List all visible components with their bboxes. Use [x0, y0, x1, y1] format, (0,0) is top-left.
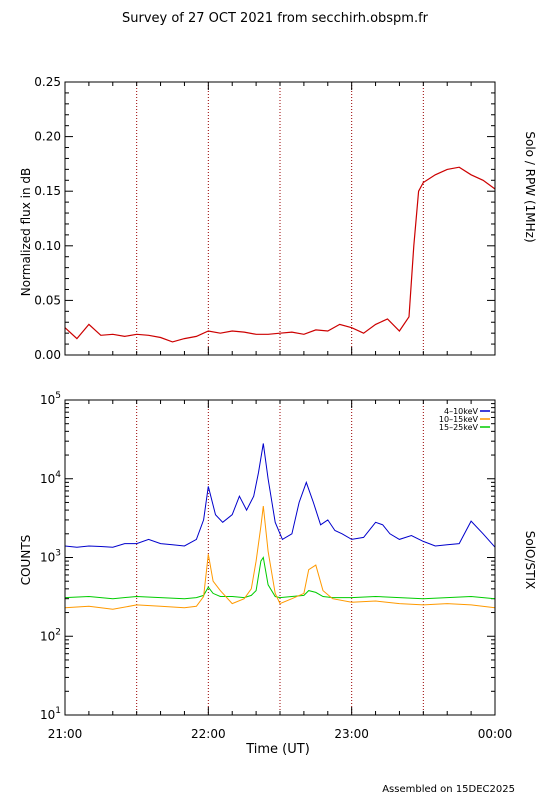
stix-x-tick-label: 00:00 [478, 727, 513, 741]
figure-title: Survey of 27 OCT 2021 from secchirh.obsp… [122, 11, 429, 26]
rpw-y-tick-label: 0.20 [34, 130, 61, 144]
stix-series-line [64, 556, 496, 600]
rpw-y-tick-label: 0.00 [34, 348, 61, 362]
rpw-y-tick-label: 0.05 [34, 293, 61, 307]
stix-x-tick-label: 23:00 [334, 727, 369, 741]
rpw-y-tick-label: 0.10 [34, 239, 61, 253]
stix-x-tick-label: 22:00 [191, 727, 226, 741]
x-axis-label: Time (UT) [245, 742, 310, 757]
stix-right-label: SolO/STIX [523, 531, 537, 590]
rpw-y-tick-label: 0.15 [34, 184, 61, 198]
legend-label: 10–15keV [439, 415, 479, 424]
rpw-right-label: Solo / RPW (1MHz) [523, 131, 537, 242]
stix-panel: 101 102 103 104 105 21:00 22:00 23:00 00:00 COUN… [19, 391, 537, 741]
stix-y-tick-label: 105 [40, 391, 61, 407]
rpw-y-axis-label: Normalized flux in dB [19, 168, 33, 297]
rpw-flux-series [64, 166, 496, 343]
stix-series-line [64, 443, 496, 548]
stix-x-tick-label: 21:00 [48, 727, 83, 741]
stix-series-line [64, 506, 496, 610]
rpw-panel: 0.00 0.05 0.10 0.15 0.20 0.25 Normalized flux… [19, 75, 537, 362]
assembled-footer: Assembled on 15DEC2025 [382, 784, 515, 795]
legend-label: 15–25keV [439, 423, 479, 432]
legend-label: 4–10keV [444, 407, 479, 416]
stix-plot-frame [64, 399, 496, 716]
stix-y-tick-label: 101 [40, 706, 61, 722]
stix-y-tick-label: 104 [40, 470, 61, 486]
stix-y-tick-label: 102 [40, 627, 61, 643]
rpw-y-tick-label: 0.25 [34, 75, 61, 89]
rpw-plot-frame [64, 81, 496, 356]
stix-y-tick-label: 103 [40, 549, 61, 565]
stix-y-axis-label: COUNTS [19, 535, 33, 586]
